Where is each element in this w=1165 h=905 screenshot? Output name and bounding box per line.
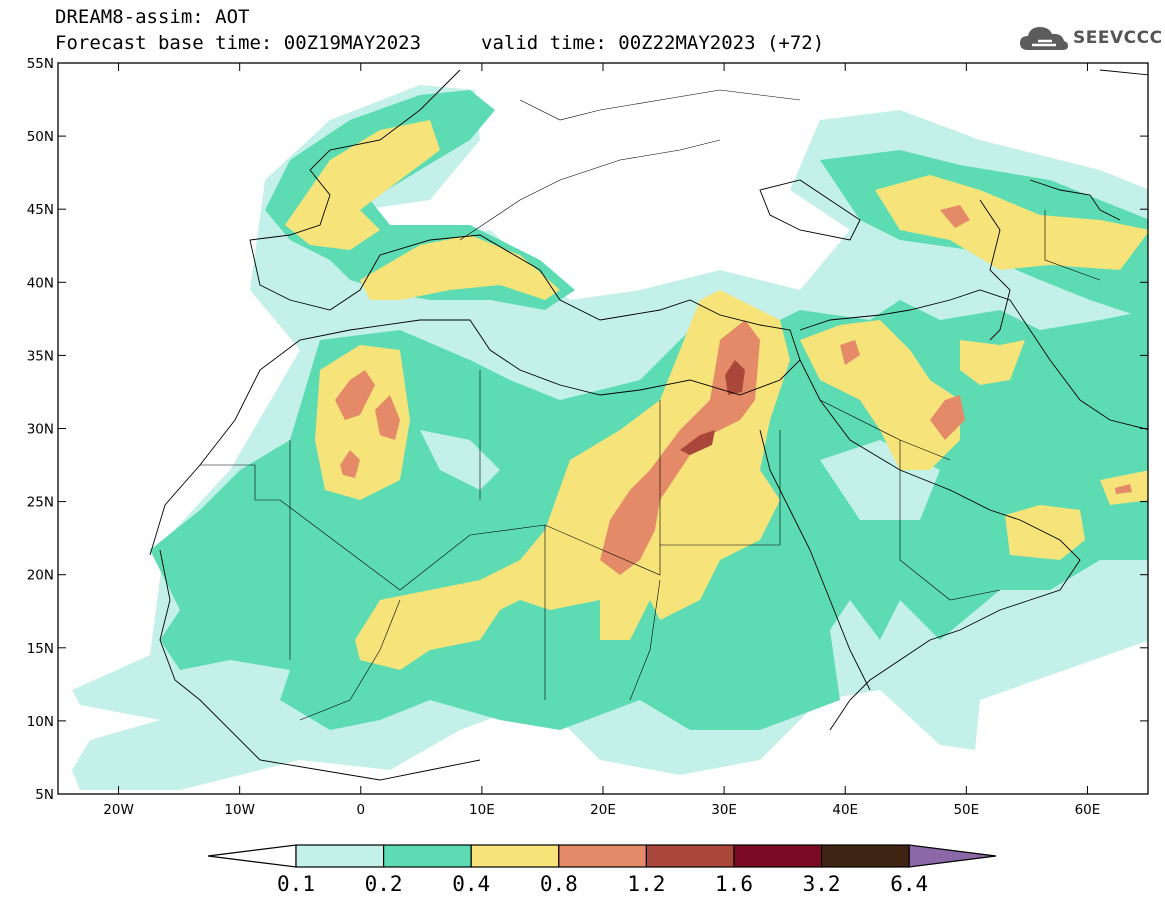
colorbar-over-triangle <box>908 844 997 868</box>
lon-tick-label: 20W <box>103 802 134 818</box>
seevccc-logo: SEEVCCC <box>1018 24 1163 52</box>
lat-tick-label: 20N <box>27 568 54 584</box>
colorbar-box <box>645 844 735 868</box>
lon-tick-label: 0 <box>356 802 365 818</box>
colorbar <box>207 844 997 868</box>
colorbar-label: 0.1 <box>277 872 315 896</box>
colorbar-box <box>733 844 823 868</box>
base-time-label: Forecast base time: 00Z19MAY2023 valid ti… <box>55 32 824 54</box>
colorbar-box <box>295 844 385 868</box>
lat-tick-label: 35N <box>27 348 54 364</box>
valid-time-label: valid time: 00Z22MAY2023 (+72) <box>481 32 825 54</box>
colorbar-label: 0.8 <box>539 872 578 896</box>
lon-tick-label: 20E <box>590 802 616 818</box>
colorbar-box <box>558 844 647 868</box>
colorbar-box <box>383 844 472 868</box>
lat-tick-label: 40N <box>27 275 54 291</box>
colorbar-label: 1.6 <box>715 872 753 896</box>
lat-tick-label: 15N <box>27 641 54 657</box>
axis-tick-labels: 20W 10W 0 10E 20E 30E 40E 50E 60E 55N 50N 45N 40N 35N… <box>27 56 1101 818</box>
colorbar-label: 0.4 <box>452 872 491 896</box>
coastlines <box>149 69 1148 781</box>
colorbar-label: 6.4 <box>890 872 929 896</box>
lat-tick-label: 25N <box>27 495 54 511</box>
lat-tick-label: 10N <box>27 714 54 730</box>
aot-contours <box>72 85 1148 790</box>
lat-tick-label: 45N <box>27 202 54 218</box>
lon-tick-label: 10W <box>224 802 255 818</box>
lon-tick-label: 30E <box>711 802 737 818</box>
colorbar-under-triangle <box>207 844 297 868</box>
colorbar-box <box>820 844 910 868</box>
colorbar-label: 3.2 <box>802 872 841 896</box>
lat-tick-label: 5N <box>35 787 54 803</box>
country-borders <box>200 89 1101 721</box>
colorbar-box <box>470 844 560 868</box>
lon-tick-label: 40E <box>832 802 858 818</box>
base-time-text: Forecast base time: 00Z19MAY2023 <box>55 32 422 54</box>
colorbar-label: 0.2 <box>364 872 403 896</box>
lat-tick-label: 50N <box>27 129 54 145</box>
map-title: DREAM8-assim: AOT <box>55 6 250 28</box>
lon-tick-label: 50E <box>953 802 979 818</box>
cloud-icon <box>1020 27 1068 50</box>
logo-text: SEEVCCC <box>1073 28 1163 48</box>
lat-tick-label: 55N <box>27 56 54 72</box>
lat-tick-label: 30N <box>27 422 54 438</box>
axis-ticks <box>58 62 1148 795</box>
lon-tick-label: 60E <box>1075 802 1101 818</box>
colorbar-label: 1.2 <box>627 872 666 896</box>
lon-tick-label: 10E <box>469 802 495 818</box>
